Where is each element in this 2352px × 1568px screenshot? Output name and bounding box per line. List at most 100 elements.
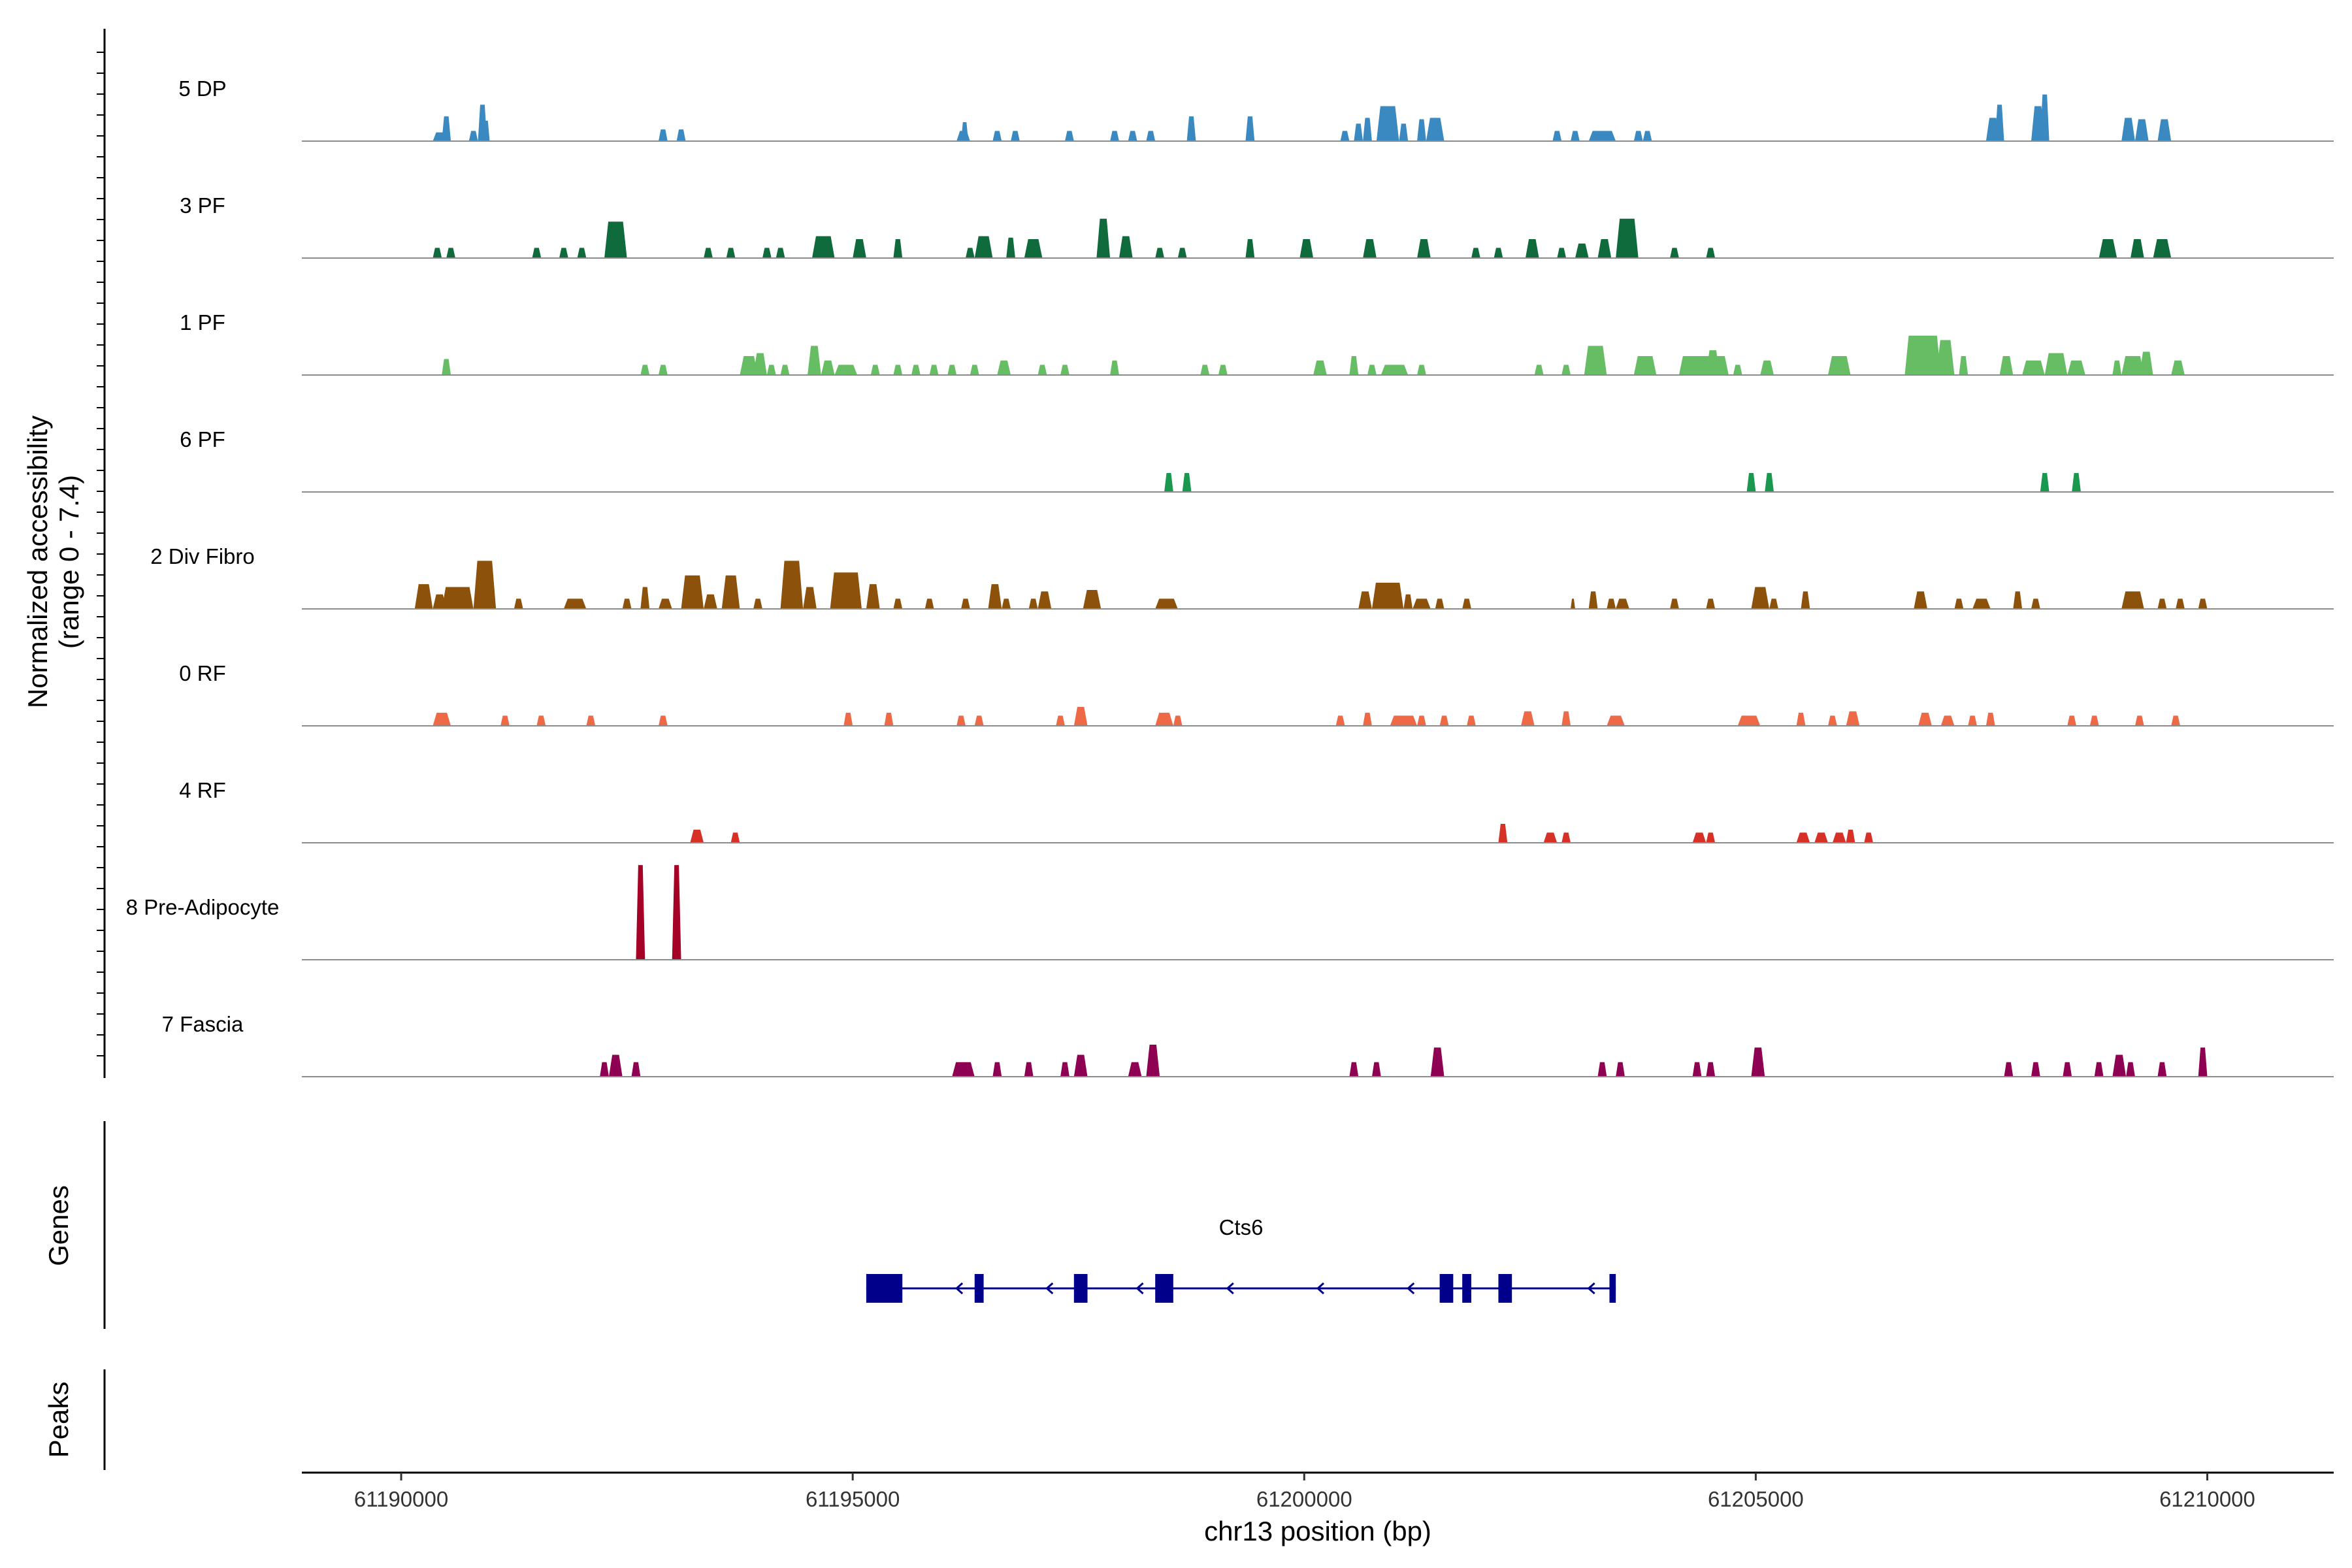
peak-bar bbox=[1525, 239, 1539, 258]
peak-bar bbox=[1313, 360, 1327, 375]
gene-exon bbox=[1462, 1274, 1471, 1303]
peak-bar bbox=[1110, 131, 1119, 141]
peak-bar bbox=[500, 715, 510, 726]
gene-track: Cts6 bbox=[866, 1215, 1616, 1303]
peak-bar bbox=[2089, 715, 2099, 726]
peak-bar bbox=[2134, 715, 2144, 726]
peak-bar bbox=[988, 584, 1002, 609]
peak-bar bbox=[2013, 591, 2023, 609]
peak-bar bbox=[1543, 832, 1558, 843]
gene-exon bbox=[974, 1274, 984, 1303]
peak-bar bbox=[1940, 715, 1955, 726]
peak-bar bbox=[1467, 715, 1476, 726]
tracks-group: 5 DP 3 PF 1 PF 6 PF 2 Div Fibro 0 RF 4 RF 8 Pre… bbox=[126, 76, 2334, 1077]
peak-bar bbox=[1363, 239, 1377, 258]
peak-bar bbox=[1299, 239, 1314, 258]
peak-bar bbox=[1177, 248, 1187, 258]
peak-bar bbox=[2067, 360, 2085, 375]
peak-bar bbox=[514, 598, 523, 609]
peak-bar bbox=[721, 575, 740, 609]
track-label: 3 PF bbox=[180, 193, 225, 218]
peak-bar bbox=[1616, 598, 1629, 609]
peak-bar bbox=[1417, 119, 1426, 141]
track-0-rf: 0 RF bbox=[179, 661, 2334, 727]
peak-bar bbox=[961, 598, 970, 609]
peak-bar bbox=[1417, 715, 1426, 726]
peak-bar bbox=[740, 356, 759, 375]
peak-bar bbox=[1864, 832, 1874, 843]
peak-bar bbox=[2063, 1062, 2072, 1077]
gene-exon bbox=[1439, 1274, 1454, 1303]
peak-bar bbox=[1597, 1062, 1607, 1077]
peak-bar bbox=[442, 359, 451, 375]
peak-bar bbox=[1936, 340, 1955, 375]
gene-exon bbox=[866, 1274, 903, 1303]
track-4-rf: 4 RF bbox=[179, 778, 2334, 843]
peak-bar bbox=[446, 248, 455, 258]
peak-bar bbox=[1733, 365, 1742, 375]
peak-bar bbox=[1435, 598, 1445, 609]
peak-bar bbox=[532, 248, 542, 258]
peak-bar bbox=[2112, 360, 2122, 375]
strand-arrow bbox=[1045, 1282, 1054, 1295]
peak-bar bbox=[1751, 587, 1770, 609]
peak-bar bbox=[762, 248, 772, 258]
peak-bar bbox=[776, 248, 785, 258]
peak-bar bbox=[1751, 1047, 1765, 1077]
strand-arrow bbox=[1406, 1282, 1415, 1295]
peak-bar bbox=[2157, 119, 2172, 141]
peak-bar bbox=[1796, 832, 1810, 843]
peak-bar bbox=[1200, 365, 1210, 375]
peak-bar bbox=[961, 122, 969, 141]
peak-bar bbox=[1670, 598, 1679, 609]
peak-bar bbox=[1358, 591, 1372, 609]
peak-bar bbox=[1616, 218, 1639, 258]
x-axis-ticks: 61190000 61195000 61200000 61205000 61210000 bbox=[354, 1473, 2255, 1511]
peak-bar bbox=[1186, 116, 1196, 141]
peak-bar bbox=[1832, 832, 1846, 843]
peak-bar bbox=[640, 365, 650, 375]
peak-bar bbox=[1371, 1062, 1381, 1077]
peak-bar bbox=[1796, 712, 1806, 726]
peak-bar bbox=[681, 575, 704, 609]
track-label: 6 PF bbox=[180, 427, 225, 451]
peak-bar bbox=[1760, 360, 1774, 375]
peak-bar bbox=[965, 248, 975, 258]
peak-bar bbox=[2067, 715, 2077, 726]
peak-bar bbox=[753, 353, 767, 375]
peak-bar bbox=[1064, 131, 1074, 141]
peak-bar bbox=[1968, 715, 1978, 726]
peak-bar bbox=[704, 594, 717, 609]
peak-bar bbox=[1417, 239, 1431, 258]
peak-bar bbox=[893, 239, 903, 258]
peak-bar bbox=[468, 131, 478, 141]
peak-bar bbox=[803, 587, 817, 609]
peak-bar bbox=[1096, 218, 1111, 258]
peak-bar bbox=[1390, 715, 1418, 726]
peak-bar bbox=[1999, 356, 2014, 375]
x-tick-label: 61195000 bbox=[806, 1487, 900, 1511]
peak-bar bbox=[2040, 94, 2050, 141]
peak-bar bbox=[2121, 356, 2144, 375]
peak-bar bbox=[704, 248, 713, 258]
peak-bar bbox=[853, 239, 866, 258]
peak-bar bbox=[2004, 1062, 2014, 1077]
peak-bar bbox=[1335, 715, 1345, 726]
peak-bar bbox=[974, 236, 993, 258]
peak-bar bbox=[1846, 829, 1855, 843]
peak-bar bbox=[1462, 598, 1471, 609]
gene-name-label: Cts6 bbox=[1219, 1215, 1264, 1239]
peak-bar bbox=[1494, 248, 1503, 258]
peak-bar bbox=[676, 129, 686, 141]
peak-bar bbox=[766, 365, 776, 375]
peak-bar bbox=[1371, 582, 1404, 609]
peak-bar bbox=[924, 598, 934, 609]
peak-bar bbox=[1024, 1062, 1034, 1077]
peak-bar bbox=[1584, 346, 1607, 375]
peak-bar bbox=[1521, 711, 1535, 726]
peak-bar bbox=[482, 120, 490, 141]
x-tick-label: 61190000 bbox=[354, 1487, 448, 1511]
x-tick-label: 61210000 bbox=[2159, 1487, 2255, 1511]
peak-bar bbox=[658, 129, 668, 141]
peak-bar bbox=[1024, 239, 1043, 258]
